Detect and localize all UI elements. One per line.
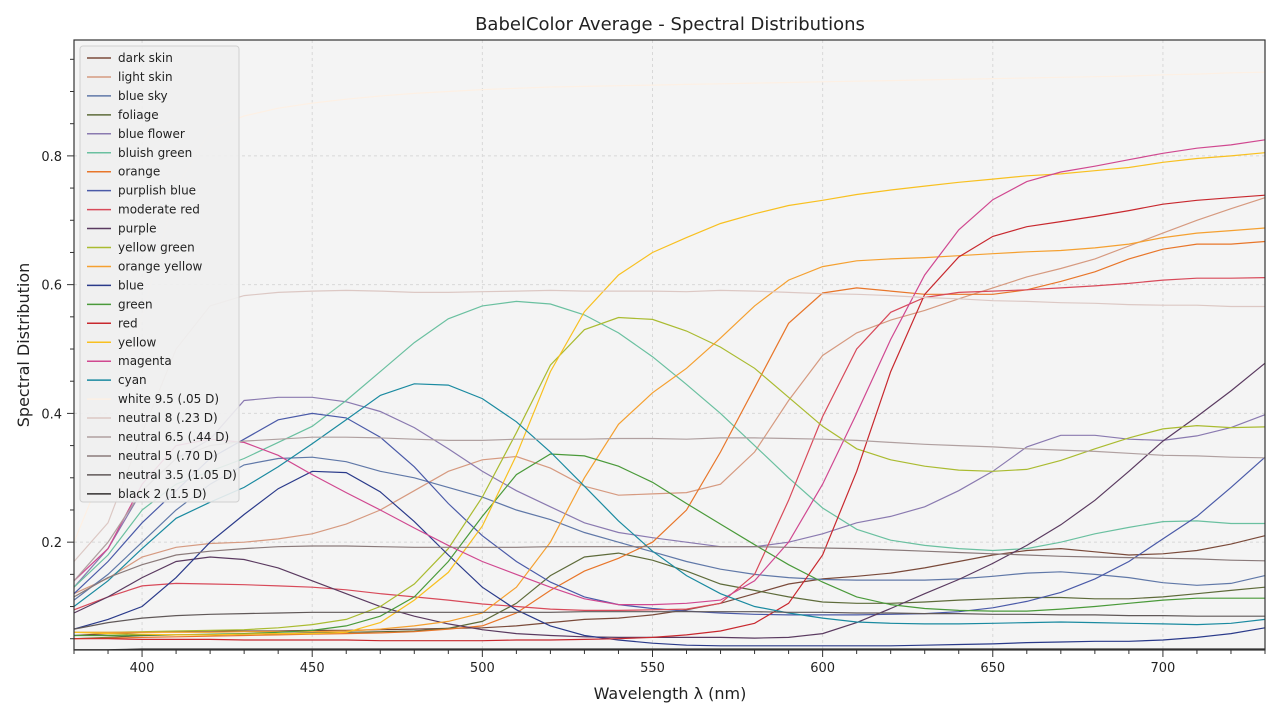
legend-label: orange	[118, 165, 160, 179]
series-line-cyan	[73, 383, 1266, 626]
series-line-dark-skin	[73, 535, 1266, 637]
series-line-magenta	[73, 139, 1266, 606]
x-tick-label: 450	[300, 661, 325, 676]
y-tick-label: 0.2	[41, 536, 62, 551]
legend-label: red	[118, 316, 138, 330]
legend-box	[79, 45, 240, 503]
series-line-orange-yellow	[74, 227, 1266, 633]
axis-ticks: 400 450 500 550 600 650 700 0.2 0.4 0.6 0.8	[41, 58, 1266, 676]
x-tick-label: 400	[130, 661, 155, 676]
legend-label: neutral 8 (.23 D)	[118, 411, 218, 425]
legend-label: neutral 6.5 (.44 D)	[118, 430, 229, 444]
legend-label: purplish blue	[118, 184, 196, 198]
legend: dark skin light skin blue sky foliage blue f…	[79, 45, 240, 503]
plot-background	[74, 40, 1265, 650]
legend-label: moderate red	[118, 203, 200, 217]
series-line-blue-flower	[73, 396, 1266, 588]
plot-frame	[73, 39, 1266, 651]
x-tick-label: 700	[1151, 661, 1176, 676]
series-line-white-9-5-05-d-	[73, 71, 1266, 543]
y-axis-label: Spectral Distribution	[14, 263, 33, 427]
series-line-bluish-green	[73, 300, 1265, 588]
legend-label: neutral 5 (.70 D)	[118, 449, 218, 463]
series-lines	[73, 71, 1266, 651]
series-line-yellow-green	[74, 316, 1266, 633]
x-tick-label: 650	[980, 661, 1005, 676]
legend-label: neutral 3.5 (1.05 D)	[118, 468, 237, 482]
series-line-neutral-3-5-1-05-d-	[73, 611, 1265, 630]
chart-title: BabelColor Average - Spectral Distributi…	[475, 14, 865, 35]
series-line-neutral-5-70-d-	[73, 545, 1266, 598]
series-line-neutral-6-5-44-d-	[73, 436, 1266, 582]
legend-label: blue	[118, 278, 144, 292]
legend-label: foliage	[118, 108, 159, 122]
legend-label: yellow	[118, 335, 156, 349]
x-tick-label: 500	[470, 661, 495, 676]
series-line-orange	[73, 240, 1266, 640]
legend-label: blue flower	[118, 127, 185, 141]
legend-label: magenta	[118, 354, 172, 368]
legend-label: bluish green	[118, 146, 192, 160]
legend-label: yellow green	[118, 241, 195, 255]
series-line-green	[74, 453, 1265, 637]
legend-label: blue sky	[118, 89, 168, 103]
legend-label: purple	[118, 222, 157, 236]
x-tick-label: 550	[640, 661, 665, 676]
legend-label: white 9.5 (.05 D)	[118, 392, 219, 406]
grid	[74, 40, 1265, 650]
series-line-blue	[73, 470, 1266, 647]
y-tick-label: 0.4	[41, 407, 62, 422]
y-tick-label: 0.6	[41, 279, 62, 294]
legend-label: green	[118, 297, 153, 311]
series-line-black-2-1-5-d-	[74, 648, 1265, 651]
legend-label: orange yellow	[118, 259, 203, 273]
legend-label: dark skin	[118, 51, 173, 65]
legend-label: light skin	[118, 70, 173, 84]
y-tick-label: 0.8	[41, 150, 62, 165]
x-axis-label: Wavelength λ (nm)	[594, 684, 747, 703]
series-line-neutral-8-23-d-	[73, 289, 1265, 562]
series-line-moderate-red	[73, 277, 1266, 611]
series-line-red	[74, 194, 1266, 642]
series-line-purple	[73, 362, 1266, 639]
x-tick-label: 600	[810, 661, 835, 676]
series-line-blue-sky	[73, 456, 1266, 601]
legend-label: cyan	[118, 373, 147, 387]
legend-label: black 2 (1.5 D)	[118, 487, 207, 501]
series-line-yellow	[73, 152, 1266, 636]
